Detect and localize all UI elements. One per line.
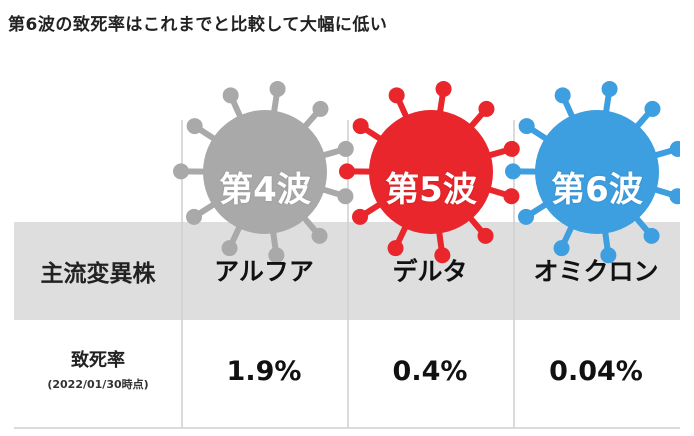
virus-spike-head	[669, 140, 680, 157]
virus-spike-head	[503, 140, 520, 157]
wave-5-label: 第5波	[385, 170, 477, 210]
virus-spike-head	[600, 247, 617, 264]
virus-spike-head	[339, 163, 356, 180]
virus-icon	[505, 80, 680, 264]
wave-4-label: 第4波	[219, 170, 311, 210]
fatality-rate-header: 致死率	[71, 350, 125, 371]
fatality-rate-wave-4: 1.9%	[226, 356, 302, 387]
virus-spike-head	[311, 227, 328, 244]
virus-spike-head	[222, 87, 239, 104]
wave-6-label: 第6波	[551, 170, 643, 210]
virus-spike-head	[186, 208, 203, 225]
virus-spike-head	[388, 87, 405, 104]
virus-spike-head	[186, 118, 203, 135]
virus-spike-head	[505, 163, 522, 180]
variant-name-wave-6: オミクロン	[533, 257, 659, 286]
virus-spike-head	[221, 240, 238, 257]
virus-spike-head	[644, 100, 661, 117]
virus-spike-head	[337, 140, 354, 157]
virus-body	[535, 110, 659, 234]
comparison-graphic: 第4波 第5波 第6波 主流変異株 アルフア デルタ オミクロン 致死率 (20…	[14, 62, 680, 432]
variant-name-wave-5: デルタ	[392, 257, 468, 286]
fatality-rate-date-note: (2022/01/30時点)	[47, 378, 149, 391]
virus-body	[369, 110, 493, 234]
virus-spike-head	[477, 227, 494, 244]
virus-spike-head	[352, 208, 369, 225]
virus-icon	[173, 80, 354, 264]
virus-spike-head	[601, 80, 618, 97]
virus-spike-head	[669, 188, 680, 205]
virus-icon	[339, 80, 520, 264]
variant-name-wave-4: アルフア	[214, 257, 314, 286]
virus-spike-head	[518, 118, 535, 135]
virus-spike-head	[352, 118, 369, 135]
virus-spike-head	[435, 80, 452, 97]
variant-row-header: 主流変異株	[40, 261, 156, 287]
virus-spike-head	[268, 247, 285, 264]
virus-spike-head	[173, 163, 190, 180]
virus-spike-head	[434, 247, 451, 264]
headline: 第6波の致死率はこれまでと比較して大幅に低い	[8, 15, 388, 35]
virus-spike-head	[387, 240, 404, 257]
virus-spike-head	[503, 188, 520, 205]
virus-spike-head	[554, 87, 571, 104]
virus-body	[203, 110, 327, 234]
virus-spike-head	[478, 100, 495, 117]
virus-spike-head	[643, 227, 660, 244]
graphic-background	[14, 80, 680, 429]
virus-spike-head	[518, 208, 535, 225]
fatality-rate-wave-5: 0.4%	[392, 356, 468, 387]
virus-spike-head	[269, 80, 286, 97]
virus-spike-head	[553, 240, 570, 257]
fatality-rate-wave-6: 0.04%	[549, 356, 643, 387]
virus-spike-head	[312, 100, 329, 117]
virus-spike-head	[337, 188, 354, 205]
